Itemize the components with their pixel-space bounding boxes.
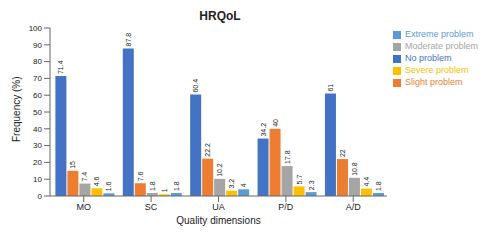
svg-text:50: 50 xyxy=(33,108,42,117)
svg-text:40: 40 xyxy=(272,119,279,127)
svg-text:7.6: 7.6 xyxy=(137,171,144,181)
svg-text:10.2: 10.2 xyxy=(216,163,223,177)
html-text:HRQoL: HRQoL xyxy=(199,9,241,23)
svg-text:P/D: P/D xyxy=(278,202,294,212)
svg-text:7.4: 7.4 xyxy=(81,172,88,182)
html-text:Moderate problem: Moderate problem xyxy=(405,41,478,51)
svg-text:Quality dimensions: Quality dimensions xyxy=(176,215,260,226)
html-text:Severe problem: Severe problem xyxy=(405,65,469,75)
svg-text:22: 22 xyxy=(339,149,346,157)
svg-text:UA: UA xyxy=(212,202,225,212)
svg-text:1.6: 1.6 xyxy=(105,181,112,191)
svg-text:60.4: 60.4 xyxy=(192,79,199,93)
svg-text:4.4: 4.4 xyxy=(363,177,370,187)
svg-text:61: 61 xyxy=(327,84,334,92)
svg-text:MO: MO xyxy=(76,202,91,212)
svg-text:40: 40 xyxy=(33,125,42,134)
svg-text:34.2: 34.2 xyxy=(260,123,267,137)
svg-text:3.2: 3.2 xyxy=(228,179,235,189)
svg-text:70: 70 xyxy=(33,74,42,83)
svg-text:1.8: 1.8 xyxy=(173,181,180,191)
svg-text:5.7: 5.7 xyxy=(296,175,303,185)
svg-text:A/D: A/D xyxy=(346,202,362,212)
svg-text:100: 100 xyxy=(29,24,43,33)
svg-text:4.6: 4.6 xyxy=(93,176,100,186)
svg-text:SC: SC xyxy=(145,202,158,212)
svg-text:17.8: 17.8 xyxy=(284,150,291,164)
html-text:Extreme problem: Extreme problem xyxy=(405,29,474,39)
svg-text:1.8: 1.8 xyxy=(149,181,156,191)
html-text:No problem: No problem xyxy=(405,53,452,63)
svg-text:1.8: 1.8 xyxy=(375,181,382,191)
svg-text:15: 15 xyxy=(69,161,76,169)
svg-text:Frequency (%): Frequency (%) xyxy=(11,76,22,142)
svg-text:10: 10 xyxy=(33,175,42,184)
svg-text:4: 4 xyxy=(240,183,247,187)
svg-text:90: 90 xyxy=(33,41,42,50)
svg-text:0: 0 xyxy=(38,192,43,201)
svg-text:22.2: 22.2 xyxy=(204,143,211,157)
svg-text:80: 80 xyxy=(33,57,42,66)
svg-text:2.3: 2.3 xyxy=(308,180,315,190)
svg-text:30: 30 xyxy=(33,141,42,150)
svg-text:10.8: 10.8 xyxy=(351,162,358,176)
svg-text:20: 20 xyxy=(33,158,42,167)
svg-text:1: 1 xyxy=(161,188,168,192)
html-text:Slight problem: Slight problem xyxy=(405,77,463,87)
svg-text:87.8: 87.8 xyxy=(125,33,132,47)
svg-text:71.4: 71.4 xyxy=(57,60,64,74)
svg-text:60: 60 xyxy=(33,91,42,100)
